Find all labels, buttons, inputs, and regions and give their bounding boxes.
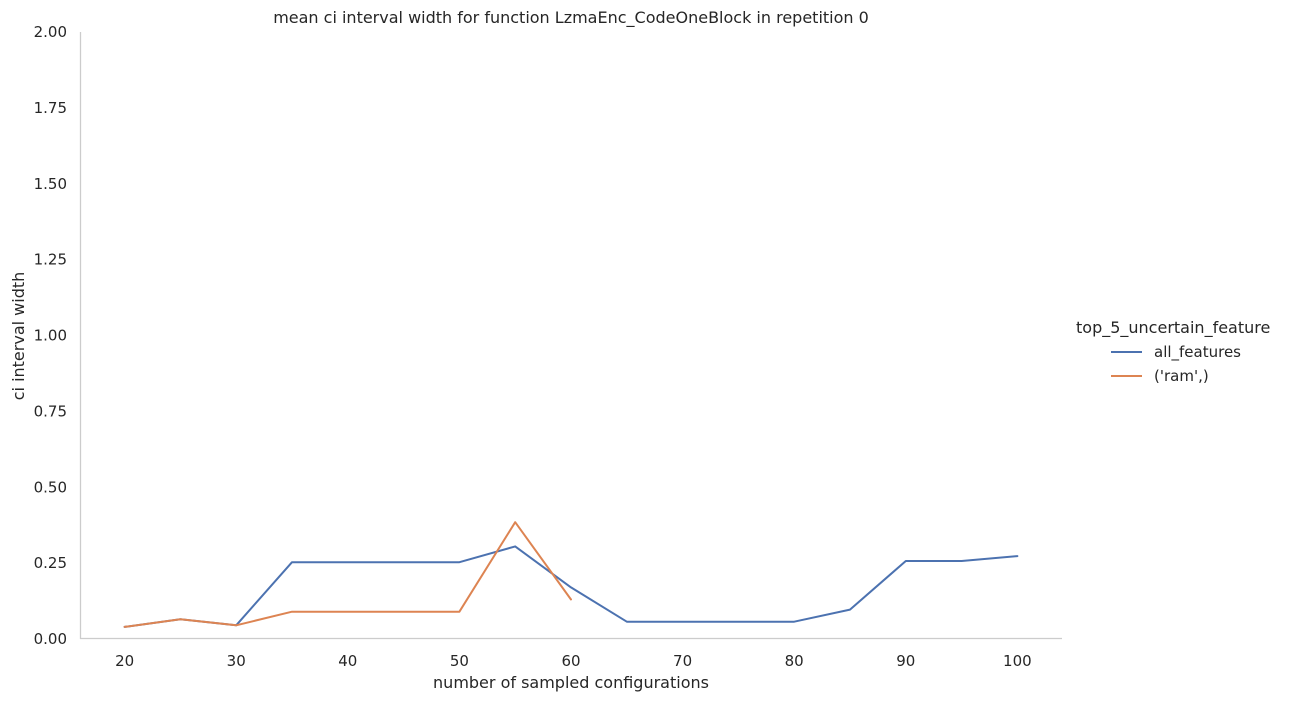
y-axis-ticks: 0.00 0.25 0.50 0.75 1.00 1.25 1.50 1.75 2.00 [34, 23, 67, 648]
y-tick-label: 0.75 [34, 402, 67, 420]
x-tick-label: 20 [115, 652, 134, 670]
y-tick-label: 0.50 [34, 478, 67, 496]
legend-items: all_features ('ram',) [1111, 343, 1241, 385]
x-tick-label: 80 [785, 652, 804, 670]
y-tick-label: 1.00 [34, 327, 67, 345]
y-tick-label: 1.75 [34, 99, 67, 117]
y-tick-label: 0.00 [34, 630, 67, 648]
series-line-1 [123, 545, 1019, 628]
legend-label: all_features [1154, 343, 1241, 362]
x-tick-label: 30 [227, 652, 246, 670]
x-axis-ticks: 20 30 40 50 60 70 80 90 100 [115, 652, 1032, 670]
x-tick-label: 100 [1003, 652, 1032, 670]
y-tick-label: 1.25 [34, 251, 67, 269]
x-tick-label: 70 [673, 652, 692, 670]
x-axis-label: number of sampled configurations [433, 673, 709, 692]
y-axis-label: ci interval width [9, 272, 28, 401]
x-tick-label: 60 [561, 652, 580, 670]
series-layer [123, 521, 1019, 628]
y-tick-label: 0.25 [34, 554, 67, 572]
legend: top_5_uncertain_feature all_features ('ra… [1076, 318, 1270, 385]
y-tick-label: 2.00 [34, 23, 67, 41]
x-tick-label: 40 [338, 652, 357, 670]
legend-label: ('ram',) [1154, 367, 1209, 385]
chart-title: mean ci interval width for function Lzma… [273, 8, 869, 28]
y-tick-label: 1.50 [34, 175, 67, 193]
x-tick-label: 90 [896, 652, 915, 670]
x-tick-label: 50 [450, 652, 469, 670]
series-line-2 [123, 521, 572, 628]
legend-title: top_5_uncertain_feature [1076, 318, 1270, 338]
